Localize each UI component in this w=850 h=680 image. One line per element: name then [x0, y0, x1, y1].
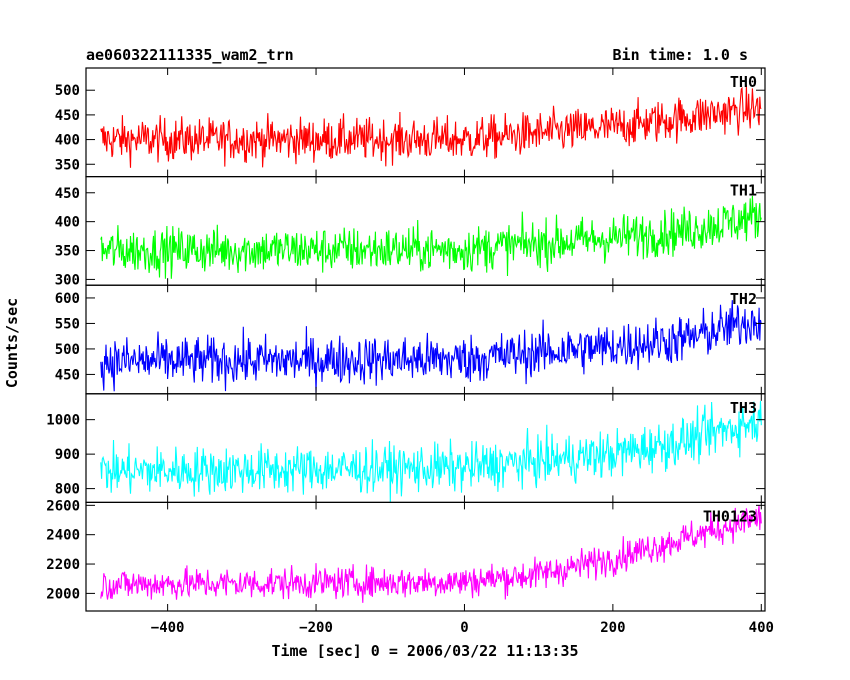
x-axis-label: Time [sec] 0 = 2006/03/22 11:13:35 [271, 642, 578, 660]
y-tick-label: 2200 [46, 557, 80, 573]
y-tick-label: 400 [55, 215, 80, 231]
series-line-th0 [100, 84, 762, 168]
y-tick-label: 2600 [46, 498, 80, 514]
panel-label-th3: TH3 [730, 399, 757, 417]
panel-frame-th1 [85, 176, 766, 286]
panel-label-th2: TH2 [730, 290, 757, 308]
panel-frame-th0123 [85, 501, 766, 612]
panel-label-th1: TH1 [730, 182, 757, 200]
y-tick-label: 550 [55, 316, 80, 332]
y-tick-label: 300 [55, 272, 80, 288]
panel-label-th0123: TH0123 [703, 507, 757, 525]
y-tick-label: 450 [55, 186, 80, 202]
series-line-th0123 [100, 505, 762, 603]
x-tick-label: −400 [151, 620, 185, 636]
y-tick-label: 500 [55, 342, 80, 358]
y-tick-label: 2000 [46, 586, 80, 602]
y-tick-label: 2400 [46, 528, 80, 544]
y-tick-label: 400 [55, 133, 80, 149]
series-line-th3 [100, 400, 762, 503]
chart-title: ae060322111335_wam2_trn [86, 46, 294, 64]
y-tick-label: 350 [55, 244, 80, 260]
series-line-th2 [100, 300, 762, 393]
y-tick-label: 800 [55, 482, 80, 498]
series-line-th1 [100, 195, 762, 279]
x-tick-label: 400 [749, 620, 774, 636]
panels-group: 350 400 450 500 TH0 300 350 400 450 TH1 450 500 550 6… [46, 67, 774, 636]
panel-label-th0: TH0 [730, 73, 757, 91]
bin-time-label: Bin time: 1.0 s [613, 46, 748, 64]
x-tick-label: 200 [600, 620, 625, 636]
x-tick-label: −200 [299, 620, 333, 636]
y-tick-label: 500 [55, 83, 80, 99]
y-axis-label: Counts/sec [3, 298, 21, 388]
y-tick-label: 450 [55, 367, 80, 383]
x-tick-label: 0 [460, 620, 468, 636]
y-tick-label: 600 [55, 291, 80, 307]
y-tick-label: 900 [55, 447, 80, 463]
y-tick-label: 1000 [46, 413, 80, 429]
y-tick-label: 350 [55, 157, 80, 173]
y-tick-label: 450 [55, 108, 80, 124]
